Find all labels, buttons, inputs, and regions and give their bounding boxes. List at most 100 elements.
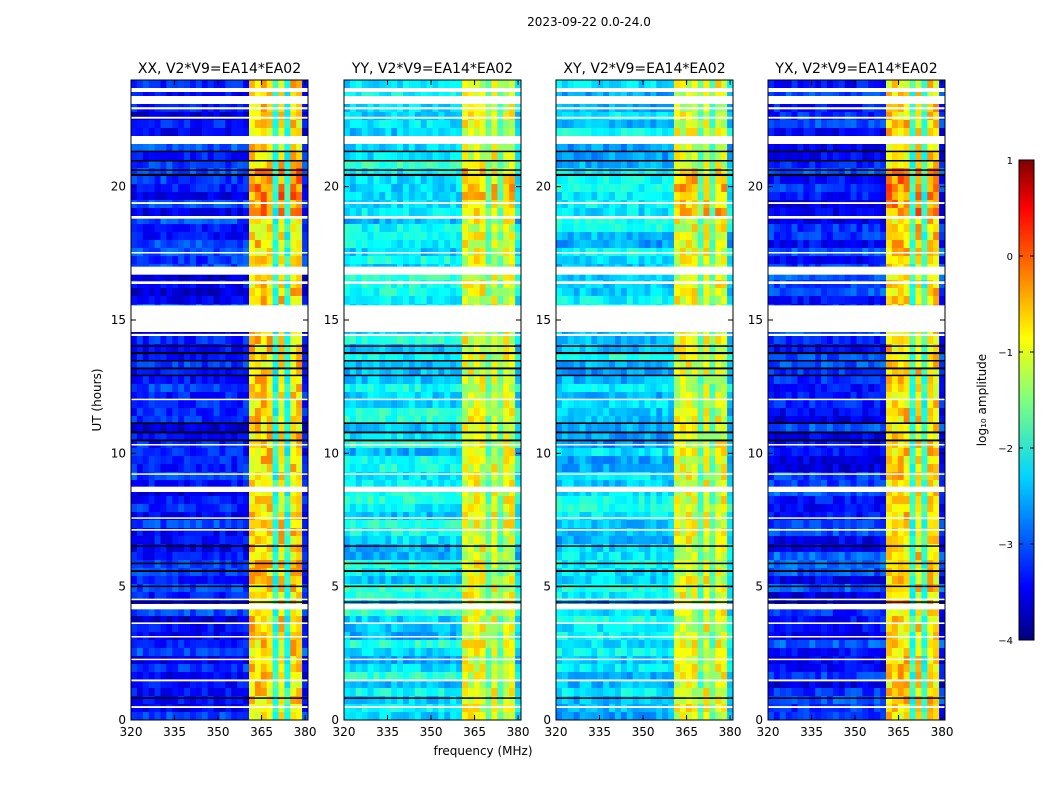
heatmap-cell: [420, 208, 428, 217]
heatmap-cell: [160, 296, 167, 305]
heatmap-cell: [414, 336, 422, 345]
heatmap-cell: [231, 560, 238, 569]
heatmap-cell: [136, 520, 144, 529]
heatmap-cell: [296, 712, 303, 720]
heatmap-cell: [426, 192, 434, 201]
heatmap-cell: [462, 472, 469, 481]
heatmap-cell: [148, 464, 156, 473]
heatmap-cell: [385, 296, 392, 305]
heatmap-cell: [172, 560, 179, 569]
heatmap-cell: [361, 456, 369, 465]
heatmap-cell: [266, 352, 274, 361]
heatmap-cell: [178, 208, 185, 217]
heatmap-cell: [272, 496, 280, 505]
heatmap-cell: [349, 288, 357, 297]
heatmap-cell: [438, 128, 445, 137]
heatmap-cell: [444, 160, 451, 169]
heatmap-cell: [290, 416, 297, 425]
heatmap-cell: [444, 504, 451, 513]
heatmap-cell: [367, 416, 375, 425]
flagged-band: [131, 160, 308, 162]
heatmap-cell: [166, 448, 173, 457]
heatmap-cell: [201, 512, 209, 521]
heatmap-cell: [573, 80, 581, 89]
heatmap-cell: [408, 120, 416, 129]
heatmap-cell: [497, 496, 504, 505]
heatmap-cell: [385, 488, 392, 497]
heatmap-cell: [355, 536, 363, 545]
heatmap-cell: [479, 640, 487, 649]
heatmap-cell: [131, 336, 138, 345]
heatmap-cell: [160, 408, 167, 417]
heatmap-cell: [367, 464, 375, 473]
heatmap-cell: [414, 160, 422, 169]
heatmap-cell: [456, 184, 463, 193]
heatmap-cell: [243, 240, 250, 249]
heatmap-cell: [160, 112, 167, 121]
heatmap-cell: [485, 672, 493, 681]
heatmap-cell: [207, 152, 215, 161]
heatmap-cell: [296, 496, 303, 505]
heatmap-cell: [355, 528, 363, 537]
heatmap-cell: [456, 528, 463, 537]
heatmap-cell: [414, 192, 422, 201]
heatmap-cell: [290, 464, 297, 473]
heatmap-cell: [503, 272, 510, 281]
heatmap-cell: [403, 416, 410, 425]
heatmap-cell: [213, 496, 221, 505]
heatmap-cell: [154, 288, 162, 297]
heatmap-cell: [249, 160, 256, 169]
flagged-band: [344, 360, 521, 362]
heatmap-cell: [284, 272, 291, 281]
heatmap-cell: [195, 232, 203, 241]
heatmap-cell: [260, 240, 268, 249]
heatmap-cell: [485, 128, 493, 137]
heatmap-cell: [201, 472, 209, 481]
heatmap-cell: [414, 352, 422, 361]
heatmap-cell: [148, 552, 156, 561]
heatmap-cell: [515, 464, 521, 473]
heatmap-cell: [213, 200, 221, 209]
heatmap-cell: [385, 256, 392, 265]
heatmap-cell: [379, 376, 386, 385]
heatmap-cell: [278, 576, 285, 585]
heatmap-cell: [166, 664, 173, 673]
heatmap-cell: [272, 288, 280, 297]
x-tick-label: 350: [207, 725, 230, 739]
heatmap-cell: [154, 504, 162, 513]
heatmap-cell: [408, 568, 416, 577]
heatmap-cell: [361, 120, 369, 129]
heatmap-cell: [403, 384, 410, 393]
heatmap-cell: [272, 520, 280, 529]
heatmap-cell: [450, 480, 457, 489]
heatmap-cell: [432, 472, 439, 481]
heatmap-cell: [266, 560, 274, 569]
heatmap-cell: [438, 376, 445, 385]
heatmap-cell: [219, 656, 226, 665]
heatmap-cell: [184, 224, 191, 233]
heatmap-cell: [213, 656, 221, 665]
heatmap-cell: [408, 328, 416, 337]
heatmap-cell: [237, 488, 244, 497]
heatmap-cell: [219, 528, 226, 537]
flagged-band: [344, 545, 521, 547]
heatmap-cell: [479, 376, 487, 385]
heatmap-cell: [178, 168, 185, 177]
heatmap-cell: [290, 680, 297, 689]
heatmap-cell: [213, 712, 221, 720]
heatmap-cell: [397, 88, 404, 97]
heatmap-cell: [485, 688, 493, 697]
heatmap-cell: [509, 480, 516, 489]
heatmap-cell: [403, 448, 410, 457]
heatmap-cell: [462, 664, 469, 673]
heatmap-cell: [296, 288, 303, 297]
heatmap-cell: [249, 576, 256, 585]
heatmap-cell: [373, 576, 380, 585]
heatmap-cell: [278, 568, 285, 577]
heatmap-cell: [219, 584, 226, 593]
heatmap-cell: [266, 200, 274, 209]
heatmap-cell: [195, 328, 203, 337]
heatmap-cell: [249, 168, 256, 177]
heatmap-cell: [456, 368, 463, 377]
heatmap-cell: [373, 696, 380, 705]
